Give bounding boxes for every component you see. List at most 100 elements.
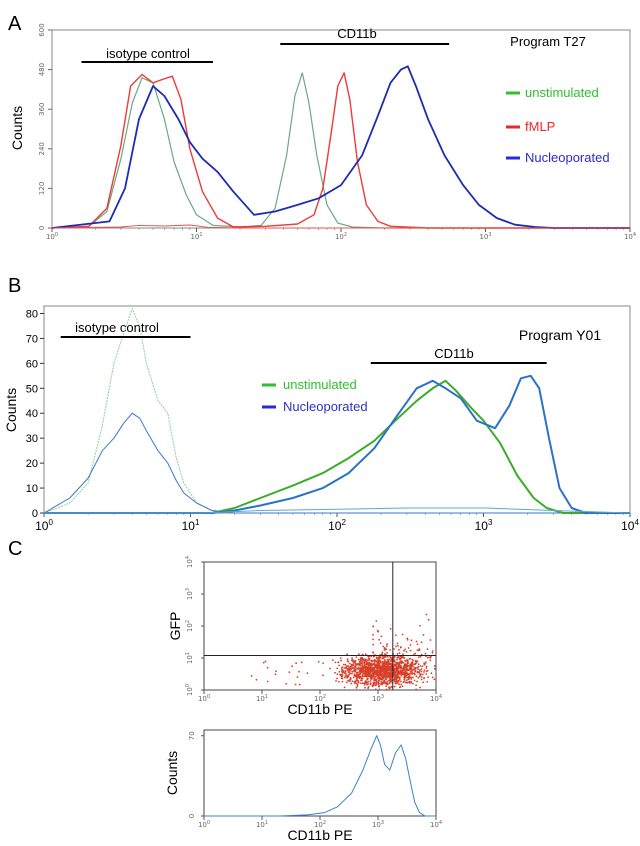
scatter-point <box>396 669 399 672</box>
scatter-point <box>358 663 361 666</box>
scatter-point <box>342 663 345 666</box>
scatter-point <box>291 665 293 668</box>
scatter-point <box>376 667 379 670</box>
scatter-point <box>363 682 366 685</box>
scatter-point <box>369 680 372 682</box>
scatter-point <box>411 669 414 672</box>
scatter-point <box>377 660 380 662</box>
scatter-point <box>367 656 370 658</box>
scatter-point <box>360 662 363 665</box>
scatter-point <box>379 660 382 663</box>
y-tick-label: 70 <box>188 731 196 740</box>
scatter-point <box>379 665 382 668</box>
scatter-point <box>416 680 418 683</box>
scatter-point <box>413 663 415 666</box>
series-line-background <box>44 507 631 514</box>
series-line-nucleoporated <box>43 412 630 514</box>
scatter-point <box>407 662 409 664</box>
scatter-point <box>375 682 378 685</box>
scatter-point <box>360 671 363 674</box>
scatter-point <box>382 680 385 682</box>
scatter-point <box>367 663 369 666</box>
y-tick-label: 20 <box>26 458 38 470</box>
y-tick-label: 60 <box>26 358 38 370</box>
scatter-point <box>370 668 373 671</box>
scatter-point <box>378 667 381 670</box>
scatter-point <box>398 648 400 651</box>
scatter-point <box>306 672 309 675</box>
scatter-point <box>359 667 362 670</box>
x-axis-label: CD11b PE <box>287 701 352 717</box>
scatter-point <box>381 678 384 681</box>
scatter-point <box>398 652 401 654</box>
scatter-point <box>375 656 378 659</box>
scatter-point <box>365 681 368 683</box>
scatter-point <box>332 659 334 662</box>
scatter-point <box>403 649 405 652</box>
scatter-point <box>363 672 366 675</box>
series-line-unstimulated <box>44 379 630 514</box>
scatter-point <box>370 664 373 667</box>
scatter-point <box>409 644 412 646</box>
tick-exponent: 2 <box>185 620 191 623</box>
scatter-point <box>354 674 357 677</box>
tick-exponent: 1 <box>265 820 268 826</box>
scatter-point <box>266 680 269 683</box>
scatter-point <box>384 663 387 665</box>
scatter-point <box>355 682 358 685</box>
y-tick-label: 360 <box>38 103 46 116</box>
tick-base: 10 <box>35 519 49 533</box>
scatter-point <box>420 670 423 673</box>
scatter-point <box>363 683 366 686</box>
scatter-point <box>363 662 366 665</box>
scatter-point <box>388 686 390 688</box>
tick-exponent: 1 <box>195 518 200 527</box>
scatter-point <box>406 674 408 677</box>
scatter-point <box>354 663 357 666</box>
scatter-point <box>417 670 419 673</box>
scatter-point <box>338 664 341 667</box>
y-axis-label: GFP <box>167 612 183 641</box>
scatter-point <box>389 667 392 670</box>
scatter-point <box>351 671 354 673</box>
scatter-point <box>375 680 378 682</box>
tick-base: 10 <box>430 821 439 829</box>
scatter-point <box>406 666 409 668</box>
scatter-point <box>393 674 396 676</box>
scatter-point <box>275 670 277 673</box>
y-axis-label: Counts <box>3 388 19 432</box>
tick-exponent: 4 <box>634 518 639 527</box>
scatter-point <box>361 675 364 677</box>
scatter-point <box>398 683 400 686</box>
scatter-point <box>372 683 375 686</box>
scatter-point <box>405 679 408 682</box>
scatter-point <box>384 653 386 655</box>
scatter-point <box>349 666 351 668</box>
scatter-point <box>383 647 386 650</box>
scatter-point <box>360 682 362 684</box>
scatter-point <box>390 657 393 660</box>
scatter-point <box>395 680 398 683</box>
scatter-point <box>393 663 396 666</box>
scatter-point <box>365 668 367 671</box>
scatter-point <box>414 667 416 670</box>
scatter-point <box>405 650 408 653</box>
scatter-point <box>427 618 430 621</box>
scatter-point <box>385 678 387 681</box>
scatter-point <box>365 682 367 685</box>
y-axis-label: Counts <box>164 751 180 795</box>
scatter-point <box>366 668 369 670</box>
scatter-point <box>418 649 420 652</box>
scatter-point <box>403 676 406 679</box>
y-tick-label: 104 <box>185 556 194 568</box>
scatter-point <box>358 653 360 655</box>
scatter-point <box>359 673 362 675</box>
scatter-point <box>361 656 363 659</box>
scatter-point <box>338 680 340 683</box>
scatter-point <box>384 672 386 675</box>
scatter-point <box>367 675 370 678</box>
scatter-point <box>357 676 359 679</box>
scatter-point <box>384 676 386 679</box>
scatter-point <box>389 656 391 658</box>
